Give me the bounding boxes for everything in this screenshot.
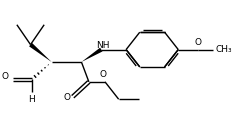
Text: NH: NH	[96, 41, 109, 50]
Text: O: O	[63, 94, 70, 102]
Text: O: O	[99, 70, 106, 79]
Text: H: H	[28, 95, 35, 104]
Text: O: O	[1, 72, 8, 81]
Polygon shape	[29, 43, 52, 62]
Text: CH₃: CH₃	[216, 45, 232, 54]
Text: O: O	[195, 38, 202, 47]
Polygon shape	[81, 48, 102, 62]
